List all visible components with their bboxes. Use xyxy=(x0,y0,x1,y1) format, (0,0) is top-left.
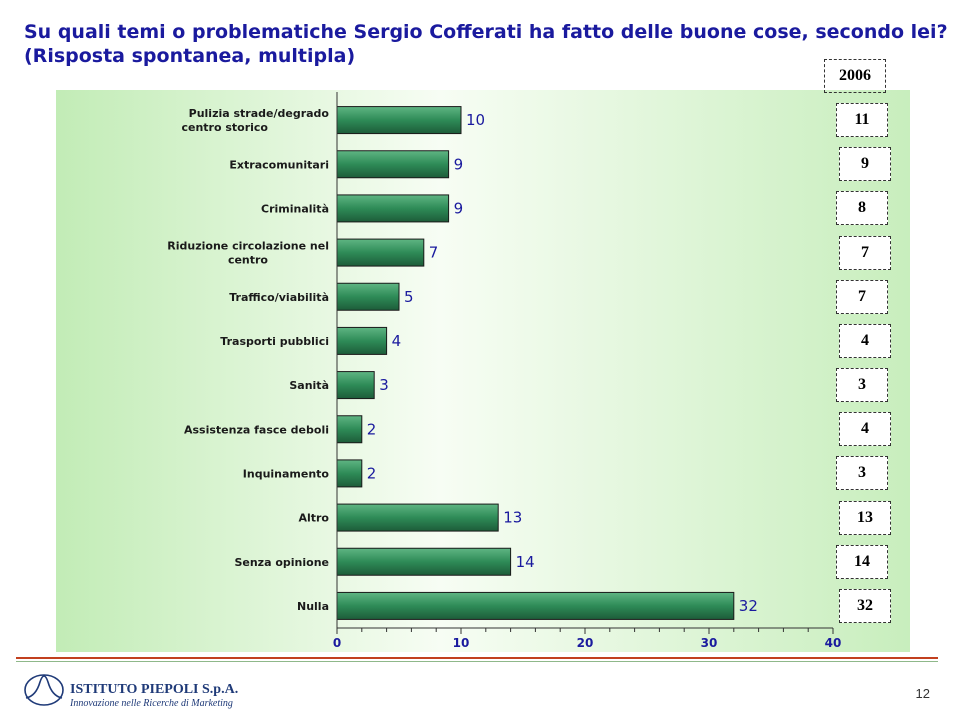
bar xyxy=(336,371,375,400)
value-label: 9 xyxy=(454,199,464,217)
comparison-value: 9 xyxy=(839,147,891,182)
comparison-value: 3 xyxy=(836,456,888,491)
comparison-value: 4 xyxy=(839,412,891,447)
value-label: 9 xyxy=(454,155,464,173)
title-line-2: (Risposta spontanea, multipla) xyxy=(24,45,356,67)
value-label: 10 xyxy=(466,111,485,129)
category-label: Traffico/viabilità xyxy=(229,291,329,304)
x-tick-label: 10 xyxy=(453,636,470,650)
category-label: Inquinamento xyxy=(243,467,330,480)
bar xyxy=(336,459,363,488)
value-label: 3 xyxy=(379,376,389,394)
x-tick-label: 20 xyxy=(577,636,594,650)
value-label: 32 xyxy=(739,597,758,615)
comparison-value: 4 xyxy=(839,323,891,358)
category-label: Nulla xyxy=(297,600,329,613)
bar xyxy=(336,194,450,223)
category-label: Trasporti pubblici xyxy=(220,335,329,348)
category-label: Altro xyxy=(298,512,329,525)
category-label: Extracomunitari xyxy=(229,158,329,171)
bar xyxy=(336,238,425,267)
value-label: 5 xyxy=(404,288,414,306)
comparison-value: 3 xyxy=(836,368,888,403)
comparison-year-label: 2006 xyxy=(824,59,886,93)
bar xyxy=(336,415,363,444)
bar xyxy=(336,503,499,532)
category-label: Senza opinione xyxy=(234,556,329,569)
bar xyxy=(336,326,388,355)
bar xyxy=(336,282,400,311)
bar xyxy=(336,150,450,179)
category-label: Criminalità xyxy=(261,202,329,215)
x-tick-label: 40 xyxy=(825,636,842,650)
value-label: 7 xyxy=(429,244,439,262)
bar xyxy=(336,547,512,576)
comparison-value: 11 xyxy=(836,103,888,138)
value-label: 4 xyxy=(392,332,402,350)
comparison-value: 14 xyxy=(836,544,888,579)
footer-divider-thin xyxy=(16,661,938,662)
comparison-value: 32 xyxy=(839,588,891,623)
title-line-1: Su quali temi o problematiche Sergio Cof… xyxy=(24,21,948,43)
category-label: Assistenza fasce deboli xyxy=(184,423,329,436)
bar xyxy=(336,106,462,135)
category-label: Riduzione circolazione nel centro xyxy=(167,240,329,267)
comparison-value: 8 xyxy=(836,191,888,226)
page-title: Su quali temi o problematiche Sergio Cof… xyxy=(24,20,948,68)
comparison-value: 7 xyxy=(836,279,888,314)
x-tick-label: 30 xyxy=(701,636,718,650)
comparison-value: 13 xyxy=(839,500,891,535)
comparison-value: 7 xyxy=(839,235,891,270)
logo: ISTITUTO PIEPOLI S.p.A. Innovazione nell… xyxy=(22,668,262,712)
logo-name: ISTITUTO PIEPOLI S.p.A. xyxy=(70,682,239,697)
logo-tagline: Innovazione nelle Ricerche di Marketing xyxy=(70,698,233,709)
value-label: 13 xyxy=(503,509,522,527)
footer-divider xyxy=(16,657,938,659)
category-label: Pulizia strade/degrado centro storico xyxy=(181,107,329,134)
logo-mark-icon xyxy=(24,674,64,706)
value-label: 2 xyxy=(367,464,377,482)
value-label: 2 xyxy=(367,420,377,438)
x-tick-label: 0 xyxy=(333,636,341,650)
category-label: Sanità xyxy=(289,379,329,392)
page-number: 12 xyxy=(915,686,930,701)
bar xyxy=(336,591,735,620)
value-label: 14 xyxy=(516,553,535,571)
